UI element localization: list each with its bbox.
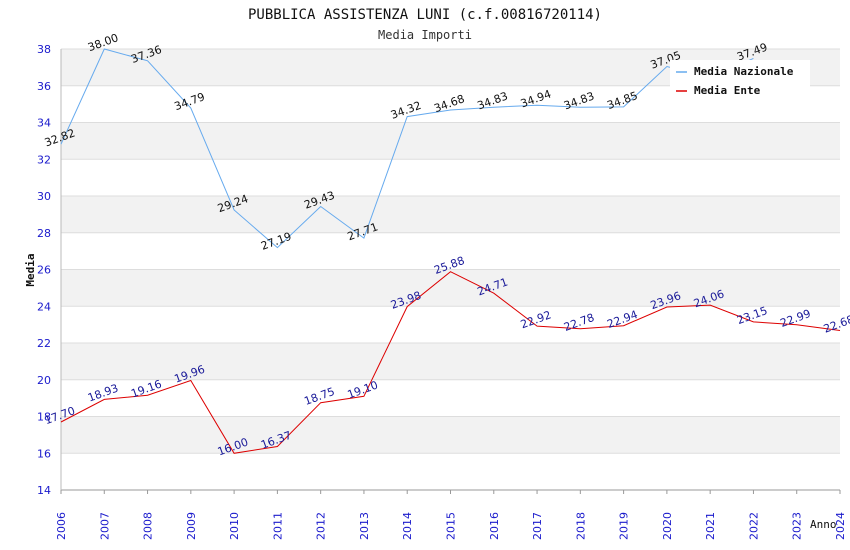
- x-tick-label: 2023: [791, 512, 804, 540]
- x-axis-title: Anno: [810, 518, 837, 531]
- data-label: 34.94: [519, 87, 553, 110]
- series-line-media-ente: [60, 271, 841, 454]
- x-axis-ticks: 2006 2007 2008 2009 2010 2011 2012 2013 2014 2015…: [55, 490, 847, 540]
- grid-band: [61, 122, 840, 160]
- x-tick-label: 2014: [401, 512, 414, 540]
- data-label: 22.94: [605, 308, 639, 331]
- series-layer: [60, 48, 841, 454]
- data-label: 22.68: [822, 313, 850, 336]
- x-tick-label: 2008: [142, 512, 155, 540]
- grid-band: [61, 343, 840, 380]
- legend-label-media-nazionale: Media Nazionale: [694, 65, 794, 78]
- x-tick-label: 2009: [185, 512, 198, 540]
- x-tick-label: 2024: [834, 512, 847, 540]
- data-label: 19.16: [129, 377, 163, 400]
- x-tick-label: 2016: [488, 512, 501, 540]
- data-label: 34.83: [562, 89, 596, 112]
- y-tick-label: 24: [37, 300, 51, 313]
- y-tick-label: 36: [37, 80, 51, 93]
- legend-box: [670, 60, 810, 100]
- x-tick-label: 2006: [55, 512, 68, 540]
- chart-subtitle: Media Importi: [378, 28, 472, 42]
- data-label: 23.15: [735, 304, 769, 327]
- y-tick-label: 30: [37, 190, 51, 203]
- y-tick-label: 18: [37, 411, 51, 424]
- grid-band: [61, 196, 840, 233]
- legend-label-media-ente: Media Ente: [694, 84, 761, 97]
- x-tick-label: 2013: [358, 512, 371, 540]
- x-tick-label: 2007: [98, 512, 111, 540]
- data-label: 34.68: [432, 92, 466, 115]
- x-tick-label: 2022: [747, 512, 760, 540]
- y-tick-label: 38: [37, 43, 51, 56]
- y-tick-label: 14: [37, 484, 51, 497]
- x-tick-label: 2010: [228, 512, 241, 540]
- data-label: 19.10: [346, 379, 380, 402]
- series-line-media-nazionale: [60, 48, 754, 249]
- y-axis-title: Media: [24, 253, 37, 286]
- x-tick-label: 2020: [661, 512, 674, 540]
- y-tick-label: 22: [37, 337, 51, 350]
- data-label: 22.92: [519, 308, 553, 331]
- grid-band: [61, 269, 840, 307]
- y-tick-label: 32: [37, 153, 51, 166]
- data-label: 22.78: [562, 311, 596, 334]
- x-tick-label: 2011: [271, 512, 284, 540]
- legend: Media Nazionale Media Ente: [670, 60, 810, 100]
- y-axis-ticks: 14 16 18 20 22 24 26 28 30 32 34 36 38: [37, 43, 51, 497]
- data-label: 18.93: [86, 382, 120, 405]
- chart-title: PUBBLICA ASSISTENZA LUNI (c.f.0081672011…: [248, 7, 602, 23]
- x-tick-label: 2021: [704, 512, 717, 540]
- data-label: 27.19: [259, 230, 293, 253]
- data-label: 34.83: [476, 89, 510, 112]
- data-label: 34.32: [389, 99, 423, 122]
- data-label: 34.85: [605, 89, 639, 112]
- y-tick-label: 34: [37, 117, 51, 130]
- x-tick-label: 2017: [531, 512, 544, 540]
- y-tick-label: 16: [37, 447, 51, 460]
- x-tick-label: 2012: [315, 512, 328, 540]
- y-tick-label: 20: [37, 374, 51, 387]
- grid-band: [61, 416, 840, 454]
- x-tick-label: 2019: [618, 512, 631, 540]
- x-tick-label: 2015: [445, 512, 458, 540]
- y-tick-label: 28: [37, 227, 51, 240]
- y-tick-label: 26: [37, 264, 51, 277]
- x-tick-label: 2018: [574, 512, 587, 540]
